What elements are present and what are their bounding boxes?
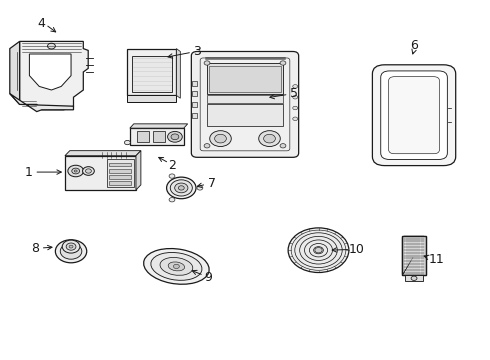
Circle shape <box>293 106 298 110</box>
Circle shape <box>293 85 298 88</box>
Text: 9: 9 <box>204 271 212 284</box>
Bar <box>402 236 426 275</box>
Circle shape <box>74 170 77 172</box>
Text: 5: 5 <box>290 87 298 100</box>
Circle shape <box>169 174 175 178</box>
Circle shape <box>170 180 192 196</box>
Text: 10: 10 <box>349 243 365 256</box>
Bar <box>109 175 131 179</box>
Text: 2: 2 <box>169 159 176 172</box>
Polygon shape <box>10 41 20 104</box>
Bar <box>132 56 172 92</box>
Polygon shape <box>176 49 180 98</box>
Circle shape <box>259 131 280 147</box>
Polygon shape <box>29 54 71 90</box>
Circle shape <box>210 131 231 147</box>
Polygon shape <box>10 94 74 112</box>
Bar <box>402 236 426 275</box>
Polygon shape <box>130 124 188 128</box>
Circle shape <box>280 61 286 65</box>
Bar <box>405 275 423 281</box>
Ellipse shape <box>160 257 193 275</box>
Text: 3: 3 <box>194 45 201 58</box>
Bar <box>153 131 165 142</box>
Circle shape <box>68 165 83 177</box>
Text: 6: 6 <box>410 39 418 52</box>
Circle shape <box>173 264 179 269</box>
Circle shape <box>291 230 346 270</box>
Ellipse shape <box>144 248 209 284</box>
Bar <box>192 113 197 118</box>
Circle shape <box>204 144 210 148</box>
Bar <box>130 128 184 145</box>
Circle shape <box>82 167 94 175</box>
Circle shape <box>167 177 196 199</box>
Bar <box>207 95 283 103</box>
Circle shape <box>411 276 417 280</box>
Text: 11: 11 <box>428 253 444 266</box>
Circle shape <box>62 240 80 253</box>
Ellipse shape <box>151 252 202 280</box>
Polygon shape <box>136 150 141 190</box>
Bar <box>192 81 197 86</box>
Circle shape <box>168 131 182 142</box>
Circle shape <box>169 198 175 202</box>
Circle shape <box>315 248 322 253</box>
Bar <box>207 104 283 126</box>
Bar <box>65 156 136 190</box>
Bar <box>106 158 133 187</box>
Bar <box>109 181 131 185</box>
Circle shape <box>174 183 188 193</box>
Circle shape <box>72 168 79 174</box>
Circle shape <box>264 134 275 143</box>
Polygon shape <box>20 41 88 110</box>
Circle shape <box>48 43 55 49</box>
Circle shape <box>124 140 130 145</box>
Bar <box>127 49 176 95</box>
Ellipse shape <box>168 262 185 271</box>
Circle shape <box>293 95 298 99</box>
FancyBboxPatch shape <box>381 71 447 159</box>
Circle shape <box>60 243 82 259</box>
Bar <box>127 95 176 102</box>
Bar <box>137 131 149 142</box>
Circle shape <box>280 144 286 148</box>
Bar <box>109 163 131 166</box>
Circle shape <box>178 186 184 190</box>
Text: 7: 7 <box>208 177 216 190</box>
Text: 8: 8 <box>31 242 39 255</box>
Circle shape <box>66 243 76 250</box>
Circle shape <box>293 117 298 121</box>
Circle shape <box>171 134 179 140</box>
Bar <box>109 169 131 172</box>
Circle shape <box>85 169 91 173</box>
Circle shape <box>197 186 203 190</box>
Bar <box>210 66 280 92</box>
Polygon shape <box>65 150 141 156</box>
FancyBboxPatch shape <box>389 77 440 154</box>
FancyBboxPatch shape <box>191 51 298 157</box>
Text: 4: 4 <box>38 17 46 30</box>
Bar <box>192 91 197 96</box>
Bar <box>207 63 283 94</box>
Circle shape <box>204 61 210 65</box>
Circle shape <box>288 228 349 273</box>
Circle shape <box>215 134 226 143</box>
Circle shape <box>55 240 87 263</box>
Bar <box>192 102 197 107</box>
Circle shape <box>69 245 73 248</box>
Text: 1: 1 <box>24 166 32 179</box>
FancyBboxPatch shape <box>372 65 456 166</box>
